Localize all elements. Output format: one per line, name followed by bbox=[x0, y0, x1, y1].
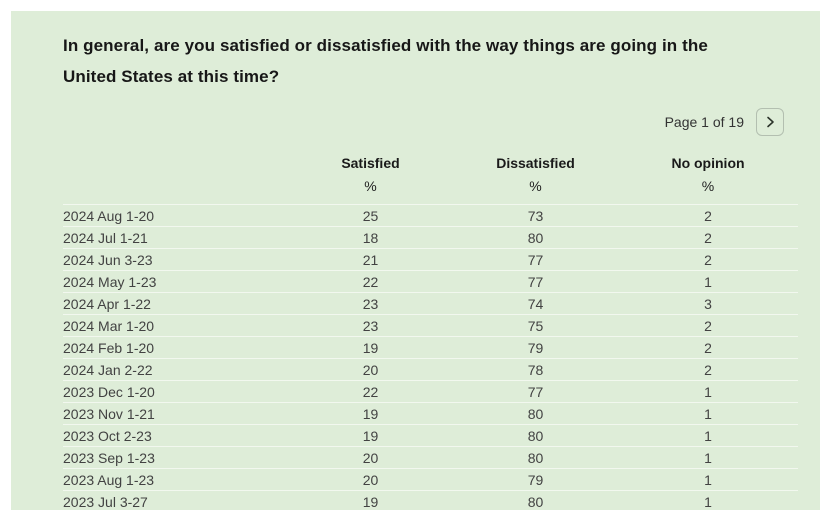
row-no-opinion: 2 bbox=[704, 207, 712, 224]
row-dissatisfied: 77 bbox=[527, 273, 544, 290]
row-dissatisfied: 77 bbox=[527, 383, 544, 400]
row-dissatisfied: 75 bbox=[527, 317, 544, 334]
table-row: 2023 Aug 1-23 20 79 1 bbox=[63, 468, 798, 490]
unit-dissatisfied: % bbox=[529, 178, 542, 194]
row-satisfied: 22 bbox=[362, 383, 379, 400]
row-satisfied: 20 bbox=[362, 471, 379, 488]
table-row: 2024 May 1-23 22 77 1 bbox=[63, 270, 798, 292]
table-row: 2023 Oct 2-23 19 80 1 bbox=[63, 424, 798, 446]
table-row: 2024 Jun 3-23 21 77 2 bbox=[63, 248, 798, 270]
row-date: 2024 Mar 1-20 bbox=[63, 317, 155, 334]
row-date: 2024 Apr 1-22 bbox=[63, 295, 151, 312]
row-no-opinion: 1 bbox=[704, 383, 712, 400]
row-date: 2023 Oct 2-23 bbox=[63, 427, 152, 444]
table-row: 2024 Feb 1-20 19 79 2 bbox=[63, 336, 798, 358]
row-satisfied: 19 bbox=[362, 339, 379, 356]
row-date: 2024 Jul 1-21 bbox=[63, 229, 148, 246]
table-row: 2024 Aug 1-20 25 73 2 bbox=[63, 204, 798, 226]
table-header-row: Satisfied Dissatisfied No opinion bbox=[63, 152, 798, 174]
table-row: 2023 Jul 3-27 19 80 1 bbox=[63, 490, 798, 510]
table-row: 2023 Nov 1-21 19 80 1 bbox=[63, 402, 798, 424]
column-header-satisfied: Satisfied bbox=[341, 155, 400, 171]
row-dissatisfied: 79 bbox=[527, 471, 544, 488]
table-body: 2024 Aug 1-20 25 73 2 2024 Jul 1-21 18 8… bbox=[63, 204, 798, 510]
row-no-opinion: 1 bbox=[704, 273, 712, 290]
pagination-label: Page 1 of 19 bbox=[664, 114, 744, 130]
row-dissatisfied: 80 bbox=[527, 229, 544, 246]
row-dissatisfied: 73 bbox=[527, 207, 544, 224]
row-satisfied: 19 bbox=[362, 405, 379, 422]
row-no-opinion: 1 bbox=[704, 471, 712, 488]
unit-satisfied: % bbox=[364, 178, 377, 194]
row-dissatisfied: 74 bbox=[527, 295, 544, 312]
row-dissatisfied: 80 bbox=[527, 427, 544, 444]
row-date: 2024 May 1-23 bbox=[63, 273, 157, 290]
column-header-dissatisfied: Dissatisfied bbox=[496, 155, 575, 171]
next-page-button[interactable] bbox=[756, 108, 784, 136]
table-row: 2024 Jan 2-22 20 78 2 bbox=[63, 358, 798, 380]
row-date: 2024 Jan 2-22 bbox=[63, 361, 153, 378]
row-dissatisfied: 77 bbox=[527, 251, 544, 268]
row-no-opinion: 1 bbox=[704, 449, 712, 466]
row-no-opinion: 3 bbox=[704, 295, 712, 312]
pagination: Page 1 of 19 bbox=[63, 108, 798, 136]
row-no-opinion: 1 bbox=[704, 405, 712, 422]
row-no-opinion: 2 bbox=[704, 361, 712, 378]
poll-content: In general, are you satisfied or dissati… bbox=[11, 30, 820, 510]
row-satisfied: 25 bbox=[362, 207, 379, 224]
row-satisfied: 20 bbox=[362, 449, 379, 466]
row-date: 2024 Feb 1-20 bbox=[63, 339, 155, 356]
row-no-opinion: 2 bbox=[704, 229, 712, 246]
row-satisfied: 18 bbox=[362, 229, 379, 246]
row-satisfied: 19 bbox=[362, 427, 379, 444]
row-satisfied: 20 bbox=[362, 361, 379, 378]
row-date: 2023 Sep 1-23 bbox=[63, 449, 155, 466]
row-no-opinion: 1 bbox=[704, 493, 712, 510]
row-no-opinion: 2 bbox=[704, 317, 712, 334]
table-row: 2023 Dec 1-20 22 77 1 bbox=[63, 380, 798, 402]
unit-no-opinion: % bbox=[701, 178, 715, 194]
row-dissatisfied: 80 bbox=[527, 449, 544, 466]
row-dissatisfied: 80 bbox=[527, 405, 544, 422]
row-date: 2024 Jun 3-23 bbox=[63, 251, 153, 268]
row-satisfied: 19 bbox=[362, 493, 379, 510]
table-row: 2023 Sep 1-23 20 80 1 bbox=[63, 446, 798, 468]
table-row: 2024 Mar 1-20 23 75 2 bbox=[63, 314, 798, 336]
row-date: 2023 Aug 1-23 bbox=[63, 471, 155, 488]
table-row: 2024 Apr 1-22 23 74 3 bbox=[63, 292, 798, 314]
row-date: 2023 Dec 1-20 bbox=[63, 383, 155, 400]
row-date: 2023 Nov 1-21 bbox=[63, 405, 155, 422]
unit-row: % % % bbox=[63, 174, 798, 198]
row-dissatisfied: 79 bbox=[527, 339, 544, 356]
row-dissatisfied: 80 bbox=[527, 493, 544, 510]
data-table: Satisfied Dissatisfied No opinion % % % … bbox=[63, 152, 798, 510]
question-title: In general, are you satisfied or dissati… bbox=[63, 36, 708, 86]
row-satisfied: 22 bbox=[362, 273, 379, 290]
column-header-no-opinion: No opinion bbox=[671, 155, 745, 171]
row-no-opinion: 2 bbox=[704, 251, 712, 268]
row-date: 2023 Jul 3-27 bbox=[63, 493, 148, 510]
row-satisfied: 23 bbox=[362, 295, 379, 312]
table-row: 2024 Jul 1-21 18 80 2 bbox=[63, 226, 798, 248]
row-dissatisfied: 78 bbox=[527, 361, 544, 378]
row-date: 2024 Aug 1-20 bbox=[63, 207, 155, 224]
row-satisfied: 23 bbox=[362, 317, 379, 334]
chevron-right-icon bbox=[764, 116, 776, 128]
poll-panel: In general, are you satisfied or dissati… bbox=[11, 11, 820, 510]
row-no-opinion: 2 bbox=[704, 339, 712, 356]
row-no-opinion: 1 bbox=[704, 427, 712, 444]
row-satisfied: 21 bbox=[362, 251, 379, 268]
